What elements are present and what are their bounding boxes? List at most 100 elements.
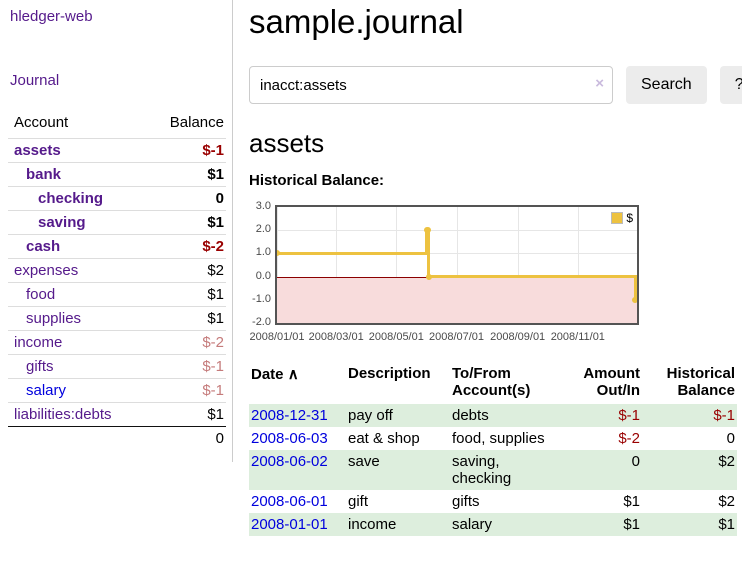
account-balance: $-1 — [144, 354, 226, 379]
cell-balance: $2 — [718, 453, 735, 470]
x-axis-tick-label: 2008/05/01 — [368, 331, 424, 343]
app-window: hledger-web Journal Account Balance asse… — [0, 0, 742, 560]
table-row: 2008-01-01 income salary $1 $1 — [249, 513, 737, 536]
cell-description: save — [348, 453, 380, 470]
transaction-date-link[interactable]: 2008-06-01 — [251, 493, 328, 510]
search-button[interactable]: Search — [626, 66, 707, 104]
register-header-amount: Amount Out/In — [583, 365, 640, 399]
account-row: salary $-1 — [8, 378, 226, 403]
sidebar: hledger-web Journal Account Balance asse… — [0, 0, 233, 462]
account-balance: $1 — [144, 282, 226, 307]
register-header-balance: Historical Balance — [666, 365, 735, 399]
account-link[interactable]: food — [26, 286, 56, 303]
app-title-link[interactable]: hledger-web — [10, 8, 93, 25]
cell-accounts: food, supplies — [452, 430, 545, 447]
accounts-header-row: Account Balance — [8, 110, 226, 139]
chart-gridline — [336, 207, 338, 323]
cell-accounts: saving, checking — [452, 453, 512, 487]
account-heading: assets — [249, 128, 325, 158]
accounts-total-spacer — [8, 426, 145, 450]
clear-search-icon[interactable]: × — [595, 75, 604, 92]
cell-amount: $-2 — [618, 430, 640, 447]
chart-data-point — [277, 250, 280, 257]
main-content: sample.journal × Search ? assets Histori… — [233, 0, 742, 560]
chart-line-segment — [277, 251, 427, 255]
account-row: checking 0 — [8, 186, 226, 211]
accounts-table: Account Balance assets $-1 bank $1 checking 0… — [8, 110, 226, 450]
account-link[interactable]: liabilities:debts — [14, 406, 112, 423]
account-link[interactable]: bank — [26, 166, 62, 183]
cell-description: gift — [348, 493, 369, 510]
cell-description: pay off — [348, 407, 393, 424]
account-link[interactable]: salary — [26, 382, 67, 399]
nav-journal-link[interactable]: Journal — [10, 72, 60, 89]
account-name-cell: income — [8, 330, 145, 355]
account-name-cell: assets — [8, 138, 145, 163]
account-balance: $1 — [144, 306, 226, 331]
account-balance: $-1 — [144, 138, 226, 163]
cell-accounts: debts — [452, 407, 489, 424]
account-link[interactable]: cash — [26, 238, 61, 255]
transaction-date-link[interactable]: 2008-01-01 — [251, 516, 328, 533]
x-axis-tick-label: 2008/09/01 — [490, 331, 546, 343]
account-row: income $-2 — [8, 330, 226, 355]
cell-date: 2008-12-31 — [249, 404, 346, 427]
account-link[interactable]: gifts — [26, 358, 54, 375]
transaction-date-link[interactable]: 2008-06-03 — [251, 430, 328, 447]
register-header-date[interactable]: Date ∧ — [251, 366, 299, 383]
cell-amount: 0 — [631, 453, 640, 470]
accounts-header-account: Account — [14, 114, 69, 131]
account-link[interactable]: income — [14, 334, 63, 351]
account-link[interactable]: supplies — [26, 310, 82, 327]
legend-label: $ — [626, 211, 633, 225]
account-name-cell: saving — [8, 210, 145, 235]
chart-data-point — [425, 273, 432, 280]
search-form: × Search ? — [249, 66, 742, 104]
chart-gridline — [456, 207, 458, 323]
account-link[interactable]: checking — [38, 190, 104, 207]
account-link[interactable]: saving — [38, 214, 86, 231]
y-axis-tick-label: -2.0 — [252, 316, 271, 328]
y-axis-tick-label: 1.0 — [255, 246, 271, 259]
chart-gridline — [577, 207, 579, 323]
account-row: liabilities:debts $1 — [8, 402, 226, 427]
chart-line-segment — [425, 228, 429, 255]
chart-gridline — [277, 253, 637, 255]
account-name-cell: food — [8, 282, 145, 307]
accounts-header-balance: Balance — [169, 114, 224, 131]
cell-date: 2008-01-01 — [249, 513, 346, 536]
help-button[interactable]: ? — [719, 66, 742, 104]
y-axis-tick-label: 0.0 — [255, 269, 271, 282]
cell-date: 2008-06-01 — [249, 490, 346, 513]
account-row: food $1 — [8, 282, 226, 307]
chart-gridline — [517, 207, 519, 323]
transaction-date-link[interactable]: 2008-06-02 — [251, 453, 328, 470]
account-row: assets $-1 — [8, 138, 226, 163]
transaction-date-link[interactable]: 2008-12-31 — [251, 407, 328, 424]
cell-date: 2008-06-03 — [249, 427, 346, 450]
register-table: Date ∧ Description To/From Account(s) Am… — [249, 363, 737, 536]
account-row: cash $-2 — [8, 234, 226, 259]
cell-balance: $2 — [718, 493, 735, 510]
account-name-cell: liabilities:debts — [8, 402, 145, 427]
cell-amount: $1 — [623, 516, 640, 533]
table-row: 2008-06-02 save saving, checking 0 $2 — [249, 450, 737, 490]
chart-line-segment — [427, 228, 431, 279]
cell-balance: 0 — [726, 430, 735, 447]
search-input[interactable] — [249, 66, 613, 104]
search-box: × — [249, 66, 613, 104]
cell-accounts: salary — [452, 516, 493, 533]
account-name-cell: gifts — [8, 354, 145, 379]
account-link[interactable]: assets — [14, 142, 61, 159]
x-axis-tick-label: 2008/11/01 — [550, 331, 605, 343]
account-row: saving $1 — [8, 210, 226, 235]
account-balance: 0 — [144, 186, 226, 211]
chart-title: Historical Balance: — [249, 172, 385, 189]
register-header-row: Date ∧ Description To/From Account(s) Am… — [249, 363, 737, 404]
table-row: 2008-12-31 pay off debts $-1 $-1 — [249, 404, 737, 427]
chart-gridline — [396, 207, 398, 323]
page-title: sample.journal — [249, 3, 464, 40]
account-row: expenses $2 — [8, 258, 226, 283]
y-axis-tick-label: 3.0 — [255, 200, 271, 212]
account-link[interactable]: expenses — [14, 262, 79, 279]
